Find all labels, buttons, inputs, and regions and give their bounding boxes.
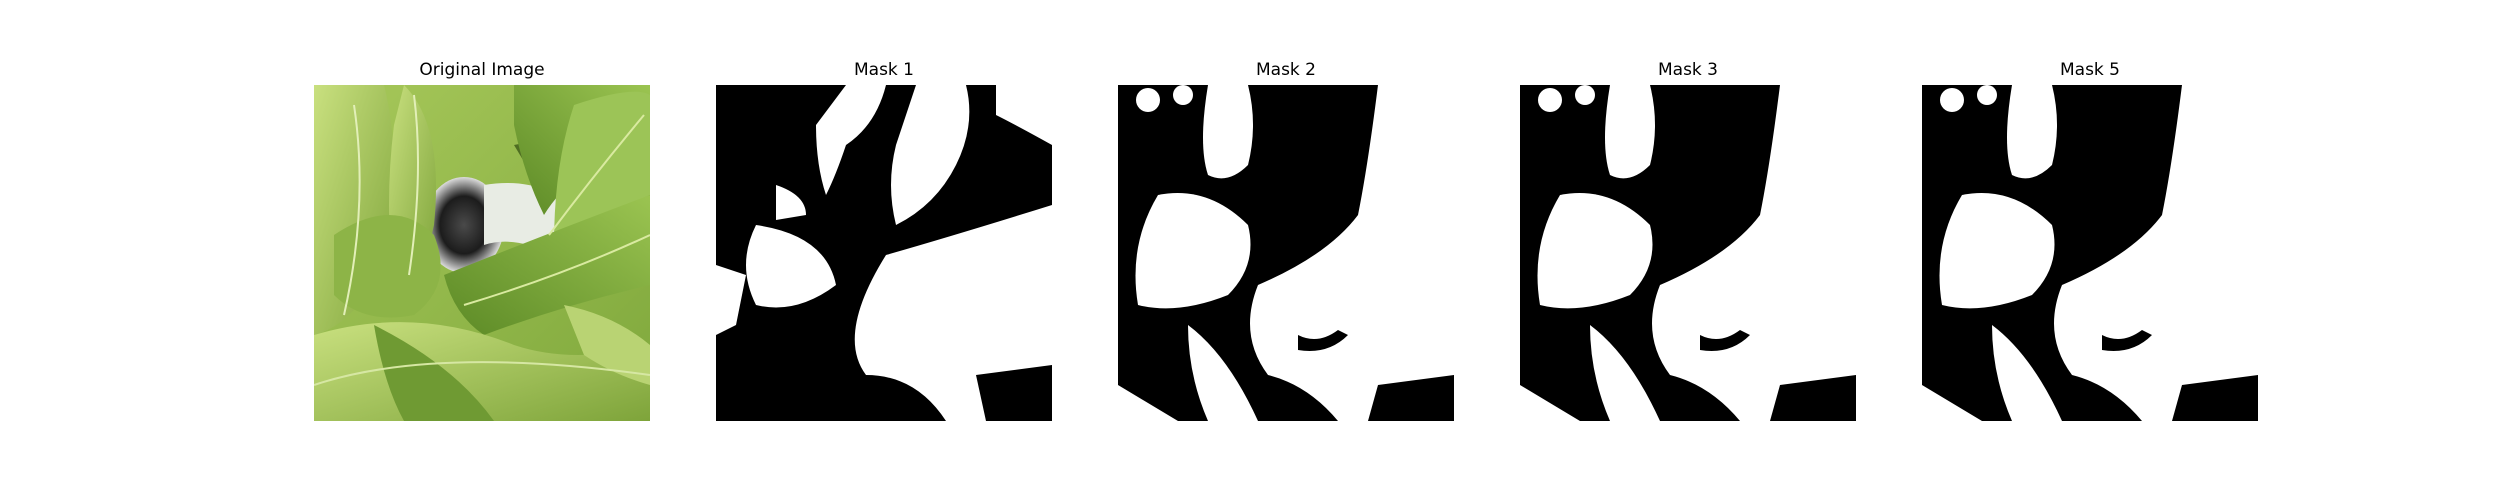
panel-title: Original Image [419,60,545,80]
mask-5-image [1922,85,2258,421]
panel-title: Mask 1 [853,60,914,80]
panel-title: Mask 3 [1657,60,1718,80]
mask-3-image [1520,85,1856,421]
mask-2-image [1118,85,1454,421]
panel-title: Mask 2 [1255,60,1316,80]
panel-title: Mask 5 [2059,60,2120,80]
original-plant-photo [314,85,650,421]
mask-1-image [716,85,1052,421]
